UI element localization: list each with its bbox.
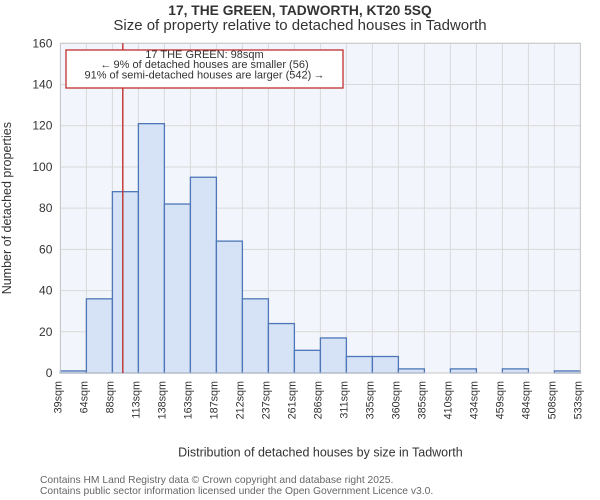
svg-text:Size of property relative to d: Size of property relative to detached ho… bbox=[113, 17, 486, 34]
svg-text:100: 100 bbox=[32, 160, 52, 174]
svg-text:Distribution of detached house: Distribution of detached houses by size … bbox=[178, 446, 463, 460]
svg-text:261sqm: 261sqm bbox=[286, 381, 298, 419]
svg-text:533sqm: 533sqm bbox=[572, 381, 584, 419]
svg-text:40: 40 bbox=[39, 284, 53, 298]
svg-text:459sqm: 459sqm bbox=[494, 381, 506, 419]
svg-text:286sqm: 286sqm bbox=[312, 381, 324, 419]
svg-text:163sqm: 163sqm bbox=[182, 381, 194, 419]
svg-text:335sqm: 335sqm bbox=[364, 381, 376, 419]
svg-text:212sqm: 212sqm bbox=[234, 381, 246, 419]
svg-text:64sqm: 64sqm bbox=[78, 381, 90, 413]
svg-text:140: 140 bbox=[32, 78, 52, 92]
svg-text:39sqm: 39sqm bbox=[52, 381, 64, 413]
svg-text:360sqm: 360sqm bbox=[390, 381, 402, 419]
svg-text:Contains HM Land Registry data: Contains HM Land Registry data © Crown c… bbox=[40, 475, 393, 486]
svg-text:311sqm: 311sqm bbox=[338, 381, 350, 419]
svg-text:17, THE GREEN, TADWORTH, KT20: 17, THE GREEN, TADWORTH, KT20 5SQ bbox=[168, 3, 432, 18]
svg-text:80: 80 bbox=[39, 201, 53, 215]
svg-text:120: 120 bbox=[32, 119, 52, 133]
svg-text:Contains public sector informa: Contains public sector information licen… bbox=[40, 486, 433, 497]
svg-text:160: 160 bbox=[32, 36, 52, 50]
svg-text:385sqm: 385sqm bbox=[416, 381, 428, 419]
svg-text:237sqm: 237sqm bbox=[260, 381, 272, 419]
svg-text:91% of semi-detached houses ar: 91% of semi-detached houses are larger (… bbox=[84, 69, 324, 81]
svg-text:138sqm: 138sqm bbox=[156, 381, 168, 419]
svg-text:20: 20 bbox=[39, 325, 53, 339]
svg-text:484sqm: 484sqm bbox=[520, 381, 532, 419]
svg-text:434sqm: 434sqm bbox=[468, 381, 480, 419]
svg-text:0: 0 bbox=[46, 366, 53, 380]
svg-text:88sqm: 88sqm bbox=[104, 381, 116, 413]
svg-text:410sqm: 410sqm bbox=[442, 381, 454, 419]
svg-text:60: 60 bbox=[39, 242, 53, 256]
svg-text:Number of detached properties: Number of detached properties bbox=[0, 122, 14, 294]
svg-text:113sqm: 113sqm bbox=[130, 381, 142, 419]
svg-text:187sqm: 187sqm bbox=[208, 381, 220, 419]
svg-text:508sqm: 508sqm bbox=[546, 381, 558, 419]
